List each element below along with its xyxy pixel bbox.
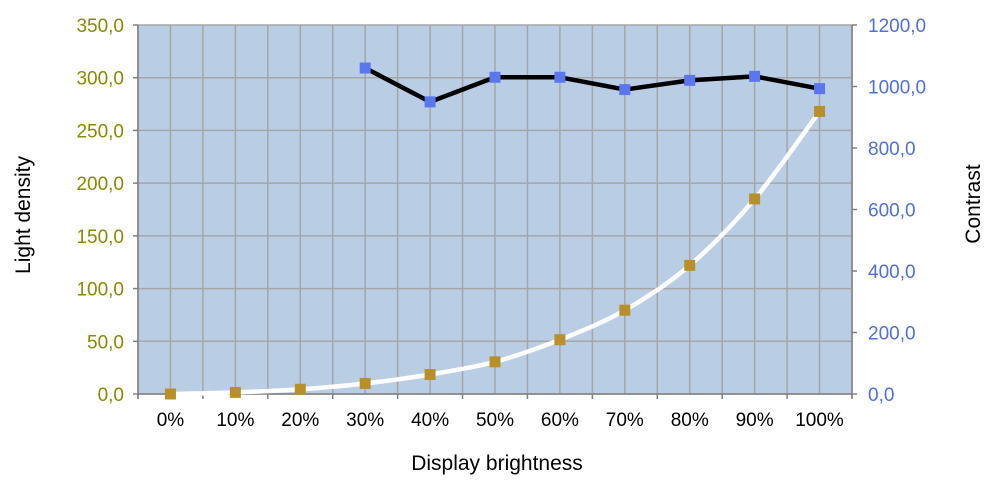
contrast-point bbox=[619, 84, 631, 96]
right-tick-label: 800,0 bbox=[868, 139, 916, 160]
left-tick-label: 250,0 bbox=[76, 121, 124, 142]
light-density-point bbox=[749, 193, 761, 205]
contrast-point bbox=[424, 96, 436, 108]
x-tick-label: 40% bbox=[411, 410, 449, 431]
series-layer bbox=[164, 62, 826, 400]
left-y-axis-ticks: 0,0 50,0 100,0 150,0 200,0 250,0 300,0 350,0 bbox=[76, 16, 138, 406]
x-tick-label: 70% bbox=[606, 410, 644, 431]
right-tick-label: 600,0 bbox=[868, 201, 916, 222]
left-tick-label: 150,0 bbox=[76, 227, 124, 248]
contrast-point bbox=[359, 62, 371, 74]
contrast-point bbox=[814, 83, 826, 95]
x-axis-ticks: 0% 10% 20% 30% 40% 50% 60% 70% 80% 90% 100% bbox=[137, 394, 853, 431]
x-tick-label: 10% bbox=[216, 410, 254, 431]
left-tick-label: 100,0 bbox=[76, 280, 124, 301]
left-tick-label: 0,0 bbox=[98, 385, 124, 406]
x-tick-label: 20% bbox=[281, 410, 319, 431]
light-density-point bbox=[814, 105, 826, 117]
x-tick-label: 100% bbox=[795, 410, 844, 431]
x-tick-label: 50% bbox=[476, 410, 514, 431]
right-tick-label: 0,0 bbox=[868, 385, 894, 406]
left-tick-label: 50,0 bbox=[87, 332, 124, 353]
left-tick-label: 350,0 bbox=[76, 16, 124, 37]
right-y-axis-title: Contrast bbox=[962, 164, 985, 244]
contrast-point bbox=[489, 71, 501, 83]
contrast-point bbox=[684, 74, 696, 86]
light-density-point bbox=[164, 388, 176, 400]
right-tick-label: 1000,0 bbox=[868, 78, 926, 99]
x-axis-title: Display brightness bbox=[411, 452, 583, 475]
contrast-point bbox=[749, 70, 761, 82]
left-y-axis-title: Light density bbox=[12, 156, 35, 274]
light-density-point bbox=[619, 304, 631, 316]
light-density-point bbox=[229, 386, 241, 398]
x-tick-label: 0% bbox=[157, 410, 185, 431]
contrast-point bbox=[554, 71, 566, 83]
x-tick-label: 30% bbox=[346, 410, 384, 431]
left-tick-label: 200,0 bbox=[76, 174, 124, 195]
x-tick-label: 90% bbox=[736, 410, 774, 431]
right-tick-label: 200,0 bbox=[868, 324, 916, 345]
light-density-point bbox=[359, 377, 371, 389]
light-density-point bbox=[684, 259, 696, 271]
light-density-point bbox=[489, 356, 501, 368]
x-tick-label: 60% bbox=[541, 410, 579, 431]
left-tick-label: 300,0 bbox=[76, 69, 124, 90]
right-tick-label: 400,0 bbox=[868, 262, 916, 283]
right-tick-label: 1200,0 bbox=[868, 16, 926, 37]
contrast-line bbox=[362, 65, 822, 105]
x-tick-label: 80% bbox=[671, 410, 709, 431]
light-density-point bbox=[424, 368, 436, 380]
light-density-point bbox=[294, 383, 306, 395]
light-density-point bbox=[554, 334, 566, 346]
right-y-axis-ticks: 0,0 200,0 400,0 600,0 800,0 1000,0 1200,0 bbox=[852, 16, 926, 406]
